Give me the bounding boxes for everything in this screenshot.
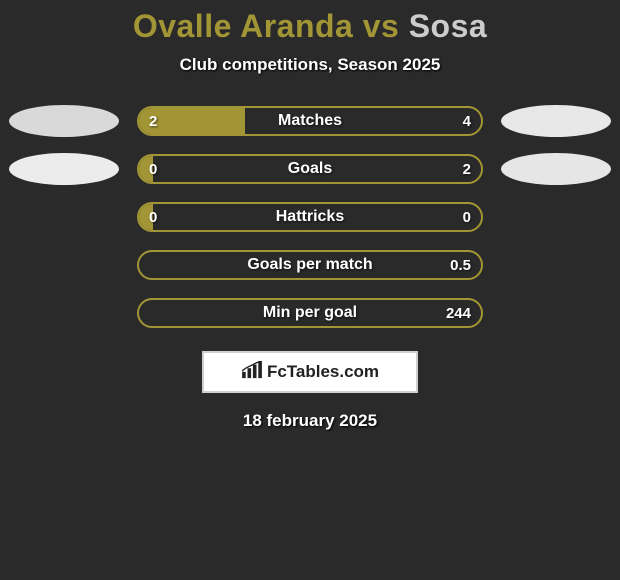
spacer	[9, 249, 119, 281]
player2-badge	[501, 105, 611, 137]
value-right: 0	[463, 204, 471, 230]
player1-name: Ovalle Aranda	[133, 8, 354, 44]
stat-row-hattricks: 0Hattricks0	[0, 201, 620, 233]
spacer	[501, 249, 611, 281]
value-right: 244	[446, 300, 471, 326]
stat-label: Hattricks	[139, 204, 481, 230]
vs-text: vs	[363, 8, 400, 44]
player2-name: Sosa	[409, 8, 487, 44]
stat-row-matches: 2Matches4	[0, 105, 620, 137]
player2-badge	[501, 153, 611, 185]
brand-text: FcTables.com	[267, 362, 379, 382]
brand-badge: FcTables.com	[202, 351, 418, 393]
spacer	[501, 201, 611, 233]
stat-bar-mpg: Min per goal244	[137, 298, 483, 328]
stat-label: Goals	[139, 156, 481, 182]
stat-bar-matches: 2Matches4	[137, 106, 483, 136]
stat-bar-goals: 0Goals2	[137, 154, 483, 184]
value-right: 2	[463, 156, 471, 182]
player1-badge	[9, 153, 119, 185]
value-left: 2	[149, 108, 157, 134]
stat-label: Goals per match	[139, 252, 481, 278]
stat-bar-gpm: Goals per match0.5	[137, 250, 483, 280]
comparison-title: Ovalle Aranda vs Sosa	[0, 0, 620, 45]
player1-badge	[9, 105, 119, 137]
comparison-chart: 2Matches40Goals20Hattricks0Goals per mat…	[0, 105, 620, 329]
value-right: 4	[463, 108, 471, 134]
spacer	[9, 297, 119, 329]
stat-bar-hattricks: 0Hattricks0	[137, 202, 483, 232]
stat-label: Min per goal	[139, 300, 481, 326]
spacer	[9, 201, 119, 233]
stat-row-goals: 0Goals2	[0, 153, 620, 185]
stat-row-gpm: Goals per match0.5	[0, 249, 620, 281]
spacer	[501, 297, 611, 329]
value-left: 0	[149, 156, 157, 182]
stat-row-mpg: Min per goal244	[0, 297, 620, 329]
brand-chart-icon	[241, 361, 263, 384]
value-left: 0	[149, 204, 157, 230]
snapshot-date: 18 february 2025	[0, 411, 620, 431]
subtitle: Club competitions, Season 2025	[0, 55, 620, 75]
value-right: 0.5	[450, 252, 471, 278]
